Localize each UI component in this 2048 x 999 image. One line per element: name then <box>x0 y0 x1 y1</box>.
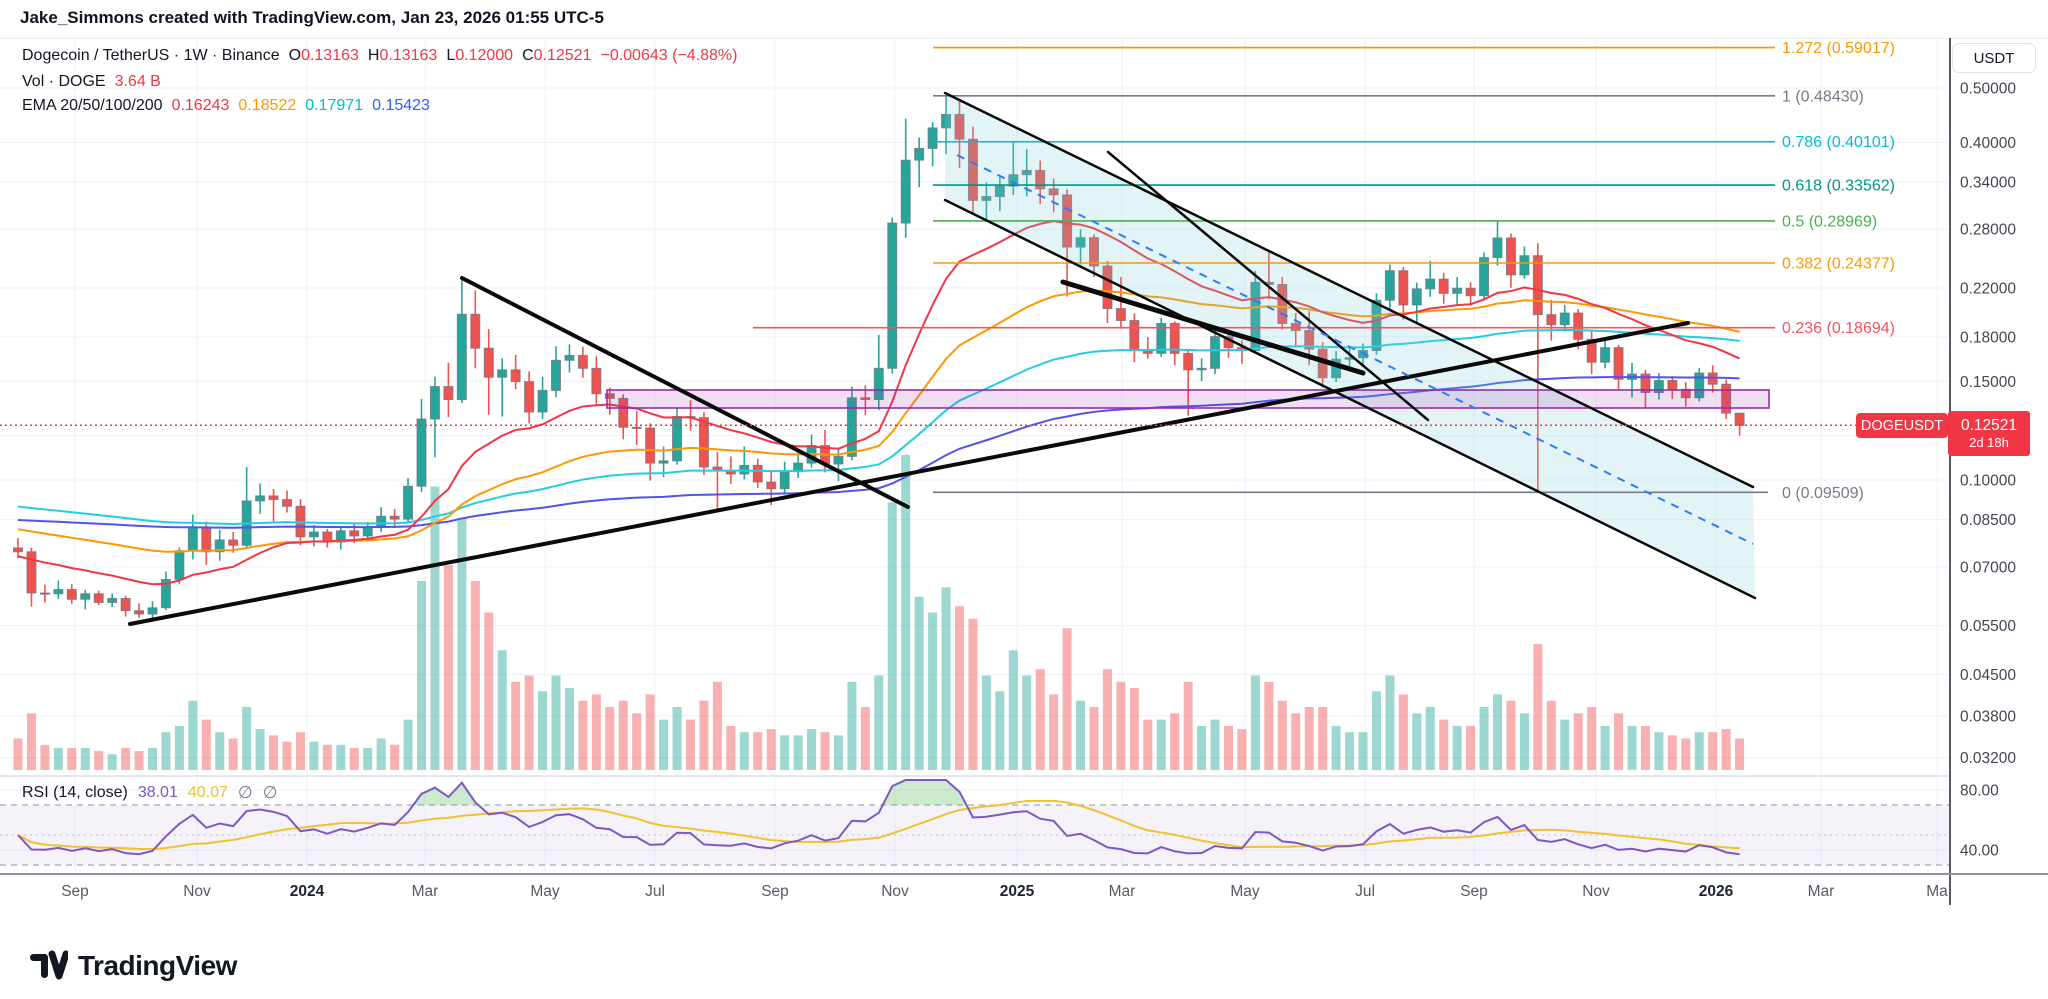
time-tick-label: Sep <box>761 883 789 900</box>
fib-level-label: 1 (0.48430) <box>1782 88 1864 105</box>
time-tick-label: Ma <box>1926 883 1948 900</box>
ema-label: EMA 20/50/100/200 <box>22 97 163 114</box>
fib-level-label: 0 (0.09509) <box>1782 485 1864 502</box>
ohlc-high: H0.13163 <box>367 47 438 64</box>
time-tick-label: Mar <box>412 883 439 900</box>
rsi-overbought-fill <box>413 782 479 805</box>
tradingview-wordmark: TradingView <box>78 950 237 981</box>
time-tick-label: Mar <box>1109 883 1136 900</box>
ema200-value: 0.15423 <box>372 97 430 114</box>
time-tick-label: Jul <box>1355 883 1375 900</box>
ohlc-low: L0.12000 <box>446 47 514 64</box>
price-tick-label: 0.03800 <box>1960 708 2016 725</box>
ema100-value: 0.17971 <box>305 97 364 114</box>
fib-level-label: 1.272 (0.59017) <box>1782 40 1895 57</box>
volume-label: Vol · DOGE <box>22 73 106 90</box>
fib-level-label: 0.5 (0.28969) <box>1782 213 1877 230</box>
last-price-axis-badge[interactable]: 0.12521 2d 18h <box>1948 411 2030 456</box>
rsi-band-empty-icon: ∅ <box>237 783 253 802</box>
bar-countdown: 2d 18h <box>1969 435 2009 451</box>
time-tick-label: Sep <box>61 883 89 900</box>
time-tick-label: May <box>1230 883 1260 900</box>
volume-value: 3.64 B <box>114 73 161 90</box>
time-axis[interactable]: Sep Nov 2024 Mar May Jul Sep Nov 2025 Mar May Jul Se… <box>61 883 1948 900</box>
price-tick-label: 0.07000 <box>1960 559 2016 576</box>
price-tick-label: 0.10000 <box>1960 473 2016 490</box>
price-tick-label: 0.50000 <box>1960 81 2016 98</box>
tradingview-logo-icon <box>30 950 68 980</box>
dashed-midline <box>956 154 1754 545</box>
ema50-value: 0.18522 <box>238 97 297 114</box>
last-price-value: 0.12521 <box>1960 416 2018 434</box>
price-tick-label: 0.34000 <box>1960 174 2016 191</box>
price-tick-label: 0.04500 <box>1960 667 2016 684</box>
rsi-tick-label: 80.00 <box>1960 783 1999 800</box>
drawing-channel[interactable] <box>606 93 1770 598</box>
time-tick-label: May <box>530 883 560 900</box>
time-tick-label: 2025 <box>1000 883 1035 900</box>
currency-toggle[interactable]: USDT <box>1952 43 2036 73</box>
fib-level-label: 0.786 (0.40101) <box>1782 134 1895 151</box>
time-tick-label: 2024 <box>290 883 325 900</box>
time-tick-label: Mar <box>1808 883 1835 900</box>
price-line-symbol-label[interactable]: DOGEUSDT <box>1856 413 1948 438</box>
ohlc-close: C0.12521 <box>522 47 592 64</box>
time-tick-label: Sep <box>1460 883 1488 900</box>
fib-level-label: 0.236 (0.18694) <box>1782 320 1895 337</box>
rsi-line <box>17 779 1740 856</box>
rsi-ma-value: 40.07 <box>187 784 228 801</box>
fib-level-label: 0.618 (0.33562) <box>1782 178 1895 195</box>
price-tick-label: 0.40000 <box>1960 135 2016 152</box>
rsi-overbought-fill <box>882 780 967 805</box>
rsi-legend-row[interactable]: RSI (14, close) 38.01 40.07 ∅ ∅ <box>22 783 278 803</box>
support-zone-rectangle <box>606 389 1770 409</box>
rsi-pane[interactable] <box>0 779 1950 866</box>
time-tick-label: Nov <box>183 883 211 900</box>
price-tick-label: 0.05500 <box>1960 618 2016 635</box>
price-tick-label: 0.18000 <box>1960 329 2016 346</box>
price-tick-label: 0.15000 <box>1960 374 2016 391</box>
time-tick-label: 2026 <box>1699 883 1734 900</box>
time-tick-label: Jul <box>645 883 665 900</box>
price-tick-label: 0.03200 <box>1960 750 2016 767</box>
volume-legend-row[interactable]: Vol · DOGE 3.64 B <box>22 73 161 91</box>
ema20-value: 0.16243 <box>171 97 230 114</box>
price-change: −0.00643 (−4.88%) <box>600 47 738 64</box>
rsi-label: RSI (14, close) <box>22 784 128 801</box>
tradingview-logo[interactable]: TradingView <box>28 946 237 986</box>
fib-level-label: 0.382 (0.24377) <box>1782 255 1895 272</box>
time-tick-label: Nov <box>1582 883 1610 900</box>
symbol-legend-row[interactable]: Dogecoin / TetherUS · 1W · Binance O0.13… <box>22 47 737 65</box>
fib-retracement[interactable]: 1.272 (0.59017) 1 (0.48430) 0.786 (0.40101… <box>753 40 1895 502</box>
rsi-tick-label: 40.00 <box>1960 843 1999 860</box>
price-axis[interactable]: 0.50000 0.40000 0.34000 0.28000 0.22000 0.180… <box>0 38 2048 905</box>
rsi-band-empty-icon: ∅ <box>262 783 278 802</box>
grid-lines <box>0 37 2048 874</box>
rsi-value: 38.01 <box>137 784 178 801</box>
volume-series <box>13 455 1745 770</box>
symbol-title[interactable]: Dogecoin / TetherUS · 1W · Binance <box>22 47 280 64</box>
rsi-ma-line <box>17 799 1740 851</box>
time-tick-label: Nov <box>881 883 909 900</box>
trendlines[interactable] <box>128 91 1757 626</box>
ema-legend-row[interactable]: EMA 20/50/100/200 0.16243 0.18522 0.1797… <box>22 97 430 115</box>
price-tick-label: 0.28000 <box>1960 222 2016 239</box>
price-tick-label: 0.22000 <box>1960 280 2016 297</box>
attribution-title: Jake_Simmons created with TradingView.co… <box>20 8 604 27</box>
price-tick-label: 0.08500 <box>1960 512 2016 529</box>
ohlc-open: O0.13163 <box>288 47 359 64</box>
